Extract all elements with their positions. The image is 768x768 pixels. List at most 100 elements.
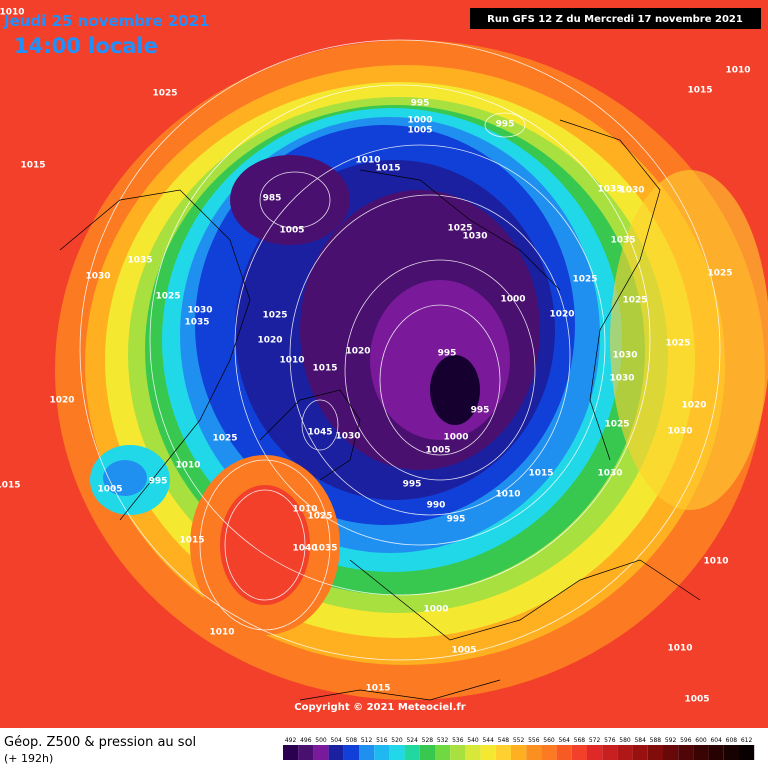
isobar-label: 1025	[665, 339, 690, 349]
scale-swatch	[511, 745, 527, 760]
scale-label: 596	[680, 737, 692, 744]
isobar-label: 1010	[209, 628, 234, 638]
scale-swatch	[404, 745, 420, 760]
scale-label: 556	[528, 737, 540, 744]
isobar-label: 1015	[0, 481, 21, 491]
scale-label: 540	[467, 737, 479, 744]
scale-label: 512	[361, 737, 373, 744]
copyright: Copyright © 2021 Meteociel.fr	[294, 702, 465, 713]
isobar-label: 1015	[528, 469, 553, 479]
scale-swatch	[389, 745, 405, 760]
scale-label: 532	[437, 737, 449, 744]
isobar-label: 1010	[292, 505, 317, 515]
isobar-label: 1010	[667, 644, 692, 654]
scale-swatch	[313, 745, 329, 760]
isobar-label: 1015	[179, 536, 204, 546]
scale-label: 612	[741, 737, 753, 744]
scale-swatch	[617, 745, 633, 760]
isobar-label: 1000	[407, 116, 432, 126]
scale-swatch	[343, 745, 359, 760]
scale-label: 548	[498, 737, 510, 744]
isobars	[79, 39, 721, 661]
isobar-label: 995	[149, 477, 168, 487]
scale-swatch	[283, 745, 299, 760]
scale-label: 560	[543, 737, 555, 744]
isobar-label: 1005	[279, 226, 304, 236]
scale-label: 604	[710, 737, 722, 744]
coastlines	[59, 119, 701, 701]
isobar-label: 1025	[604, 420, 629, 430]
isobar-label: 1035	[312, 544, 337, 554]
scale-label: 528	[422, 737, 434, 744]
scale-swatch	[450, 745, 466, 760]
scale-label: 520	[391, 737, 403, 744]
isobar-label: 1020	[257, 336, 282, 346]
height-field	[0, 0, 768, 728]
scale-swatch	[541, 745, 557, 760]
isobar-label: 1005	[451, 646, 476, 656]
isobar-label: 1020	[345, 347, 370, 357]
scale-label: 608	[726, 737, 738, 744]
scale-swatch	[465, 745, 481, 760]
scale-swatch	[723, 745, 739, 760]
isobar-label: 1045	[307, 428, 332, 438]
scale-label: 564	[558, 737, 570, 744]
isobar-label: 995	[403, 480, 422, 490]
isobar-label: 1015	[375, 164, 400, 174]
isobar-label: 1010	[495, 490, 520, 500]
isobar-label: 985	[263, 194, 282, 204]
isobar-label: 1020	[549, 310, 574, 320]
scale-swatch	[298, 745, 314, 760]
scale-label: 536	[452, 737, 464, 744]
isobar-labels: 1010102510159951000100599510101015985100…	[0, 8, 751, 705]
scale-label: 544	[482, 737, 494, 744]
isobar-label: 995	[447, 515, 466, 525]
scale-swatch	[693, 745, 709, 760]
isobar-label: 1010	[175, 461, 200, 471]
scale-label: 600	[695, 737, 707, 744]
scale-label: 504	[330, 737, 342, 744]
isobar-label: 1020	[681, 401, 706, 411]
isobar-label: 1025	[447, 224, 472, 234]
scale-swatch	[480, 745, 496, 760]
scale-label: 568	[574, 737, 586, 744]
scale-label: 588	[650, 737, 662, 744]
scale-swatch	[632, 745, 648, 760]
scale-label: 576	[604, 737, 616, 744]
isobar-label: 995	[438, 349, 457, 359]
isobar-label: 1030	[609, 374, 634, 384]
isobar-label: 1000	[500, 295, 525, 305]
scale-swatch	[708, 745, 724, 760]
scale-label: 508	[346, 737, 358, 744]
scale-swatch	[739, 745, 755, 760]
scale-swatch	[571, 745, 587, 760]
scale-label: 580	[619, 737, 631, 744]
scale-swatch	[663, 745, 679, 760]
scale-label: 500	[315, 737, 327, 744]
scale-swatch	[419, 745, 435, 760]
scale-swatch	[374, 745, 390, 760]
scale-swatch	[435, 745, 451, 760]
scale-swatch	[556, 745, 572, 760]
color-scale: 492 496 500 504 508 512 516 520 524 528 532 536 540 5…	[283, 737, 755, 760]
isobar-label: 1025	[307, 512, 332, 522]
scale-swatch	[647, 745, 663, 760]
scale-swatch	[359, 745, 375, 760]
isobar-label: 990	[427, 501, 446, 511]
isobar-label: 1030	[462, 232, 487, 242]
scale-swatch	[495, 745, 511, 760]
scale-label: 584	[634, 737, 646, 744]
isobar-label: 1015	[312, 364, 337, 374]
isobar-label: 1010	[355, 156, 380, 166]
footer-lead: (+ 192h)	[4, 752, 53, 765]
scale-swatch	[328, 745, 344, 760]
isobar-label: 1035	[127, 256, 152, 266]
footer-title: Géop. Z500 & pression au sol	[4, 735, 196, 750]
scale-swatch	[602, 745, 618, 760]
isobar-label: 1025	[155, 292, 180, 302]
scale-swatch	[678, 745, 694, 760]
isobar-label: 1035	[184, 318, 209, 328]
isobar-label: 1035	[597, 185, 622, 195]
isobar-label: 1005	[407, 126, 432, 136]
isobar-label: 1020	[49, 396, 74, 406]
